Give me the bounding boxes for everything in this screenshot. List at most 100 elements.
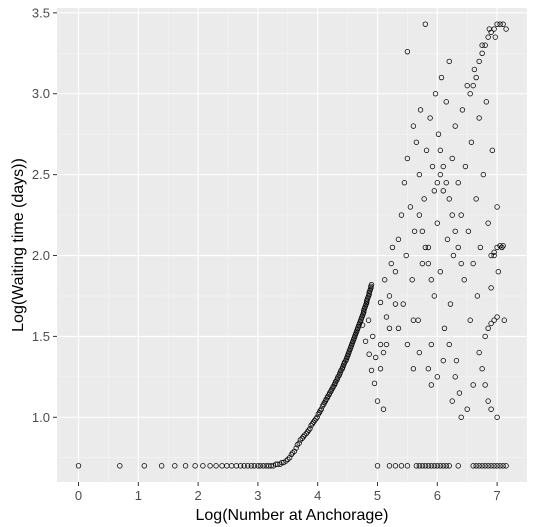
data-point [423, 147, 430, 154]
data-point [428, 341, 435, 348]
data-point [434, 374, 440, 380]
data-point [245, 463, 251, 469]
y-axis-ticks: 1.0 1.5 2.0 2.5 3.0 3.5 [32, 5, 57, 425]
data-point [491, 317, 497, 323]
data-point [241, 463, 247, 469]
data-point [377, 299, 384, 306]
y-tick-label: 1.5 [32, 329, 50, 344]
data-point [452, 228, 458, 234]
data-point [395, 236, 402, 243]
data-point [289, 450, 296, 456]
y-tick-label: 3.5 [32, 5, 50, 20]
data-point [437, 269, 443, 275]
data-point [431, 293, 437, 299]
data-point [488, 463, 494, 469]
data-point [458, 260, 464, 267]
data-point [501, 317, 507, 323]
data-point [413, 139, 420, 145]
data-point [306, 427, 312, 433]
data-point [428, 277, 435, 283]
data-point [449, 398, 455, 404]
data-point [386, 463, 393, 469]
data-point [380, 349, 387, 356]
data-point [470, 82, 476, 89]
data-point [471, 66, 478, 73]
data-point [440, 163, 446, 170]
data-point [437, 171, 443, 178]
data-point [488, 29, 494, 35]
data-point [233, 463, 240, 469]
data-point [362, 338, 369, 344]
data-point [268, 463, 274, 469]
data-point [416, 212, 423, 218]
data-point [488, 285, 494, 291]
data-point [389, 244, 396, 251]
x-axis-ticks: 0 1 2 3 4 5 6 7 [75, 482, 501, 503]
data-point [473, 463, 479, 469]
data-point [464, 406, 470, 412]
data-point [172, 463, 178, 469]
data-point [492, 34, 498, 40]
data-point [419, 260, 426, 267]
x-tick-label: 6 [434, 488, 441, 503]
data-point [467, 91, 473, 97]
data-point [431, 188, 437, 194]
data-point [446, 463, 452, 469]
data-point [470, 463, 476, 469]
data-point [482, 42, 488, 48]
x-tick-label: 4 [314, 488, 321, 503]
data-point [425, 260, 432, 267]
data-point [296, 440, 302, 446]
data-point [300, 434, 307, 440]
x-tick-label: 7 [493, 488, 500, 503]
plot-panel [57, 8, 527, 482]
data-point [500, 243, 506, 249]
data-point [435, 131, 442, 137]
data-point [485, 398, 491, 404]
data-point [452, 123, 458, 129]
data-point [441, 325, 448, 331]
data-point [500, 21, 506, 27]
data-point [429, 163, 436, 170]
data-point [410, 317, 417, 323]
data-point [497, 463, 503, 469]
x-axis-title: Log(Number at Anchorage) [196, 507, 389, 524]
data-point [476, 463, 482, 469]
data-point [398, 463, 405, 469]
data-point [294, 442, 301, 448]
data-point [422, 463, 429, 469]
data-point [473, 196, 479, 202]
data-point [440, 357, 446, 364]
data-point [446, 341, 452, 348]
data-point [485, 325, 491, 331]
data-point [494, 414, 500, 420]
data-point [416, 171, 423, 178]
x-tick-label: 5 [374, 488, 381, 503]
data-point [370, 333, 376, 340]
data-point [318, 406, 324, 412]
data-point [450, 252, 457, 259]
data-point [368, 367, 375, 374]
data-point [382, 277, 388, 283]
data-point [409, 277, 415, 283]
data-point [182, 463, 189, 469]
data-point [461, 277, 467, 283]
data-point [494, 244, 500, 251]
data-point [458, 212, 464, 218]
data-point [410, 123, 417, 129]
data-point [251, 463, 258, 469]
data-point [503, 26, 509, 32]
x-tick-label: 2 [195, 488, 202, 503]
data-point [449, 212, 455, 218]
data-point [459, 107, 466, 113]
data-point [500, 463, 506, 469]
data-point [474, 293, 481, 299]
data-point [293, 445, 299, 451]
data-point [488, 406, 494, 412]
data-point [373, 354, 379, 361]
data-point [383, 341, 390, 348]
data-point [380, 406, 387, 412]
data-point [485, 220, 491, 226]
data-point [443, 463, 449, 469]
data-point [413, 463, 420, 469]
